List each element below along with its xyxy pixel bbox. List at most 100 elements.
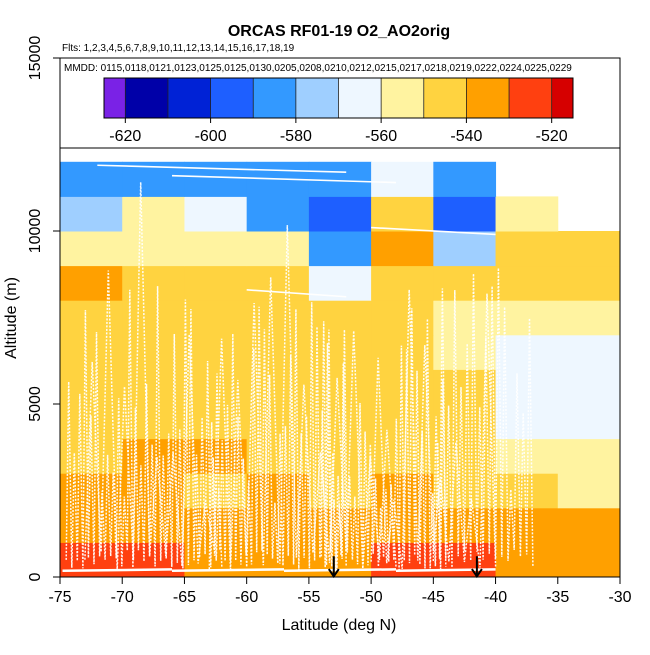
- colorbar-legend: MMDD: 0115,0118,0121,0123,0125,0125,0130…: [59, 57, 621, 149]
- heatmap-cell: [246, 334, 310, 370]
- heatmap-cell: [122, 300, 185, 336]
- colorbar-swatch: [381, 78, 425, 118]
- flights-label: Flts: 1,2,3,4,5,6,7,8,9,10,11,12,13,14,1…: [62, 43, 295, 54]
- flight-track: [370, 289, 497, 569]
- x-tick-label: -60: [235, 589, 258, 606]
- heatmap-cell: [122, 265, 185, 301]
- dates-label: MMDD: 0115,0118,0121,0123,0125,0125,0130…: [64, 63, 572, 74]
- flight-track: [432, 267, 534, 568]
- heatmap-cell: [557, 369, 621, 405]
- heatmap-cell: [184, 334, 248, 370]
- y-tick-label: 5000: [27, 386, 44, 422]
- heatmap-cell: [308, 369, 372, 405]
- x-tick-label: -35: [546, 589, 569, 606]
- heatmap-cell: [246, 265, 310, 301]
- heatmap-cell: [60, 231, 123, 267]
- flight-tracks: [62, 164, 534, 573]
- heatmap-cell: [308, 161, 372, 197]
- heatmap-cell: [495, 404, 559, 440]
- flight-track-level-leg: [371, 226, 496, 236]
- heatmap-cell: [557, 265, 621, 301]
- heatmap-cell: [246, 404, 310, 440]
- x-tick-label: -40: [484, 589, 507, 606]
- heatmap-cell: [557, 507, 621, 543]
- heatmap-cell: [557, 404, 621, 440]
- colorbar-swatch: [104, 78, 126, 118]
- flight-track: [320, 308, 447, 570]
- heatmap-cell: [60, 196, 123, 232]
- colorbar-tick-label: -600: [195, 128, 227, 145]
- flight-track-level-leg: [171, 174, 397, 184]
- colorbar-tick-label: -520: [536, 128, 568, 145]
- colorbar-frame: [103, 77, 574, 119]
- heatmap-cell: [433, 231, 497, 267]
- colorbar-tick-label: -540: [450, 128, 482, 145]
- heatmap-cell: [371, 161, 434, 197]
- colorbar-swatch: [295, 78, 339, 118]
- heatmap-cell: [184, 231, 248, 267]
- heatmap-cell: [246, 300, 310, 336]
- x-tick-label: -65: [173, 589, 196, 606]
- heatmap-cell: [371, 265, 434, 301]
- heatmap-cell: [557, 231, 621, 267]
- arrow-head: [327, 568, 340, 579]
- heatmap-cell: [184, 265, 248, 301]
- x-tick-label: -50: [360, 589, 383, 606]
- colorbar-swatch: [125, 78, 169, 118]
- flight-track: [84, 182, 248, 570]
- heatmap-cell: [308, 300, 372, 336]
- x-axis: -75 -70 -65 -60 -55 -50 -45 -40 -35 -30: [48, 577, 632, 606]
- x-tick-label: -30: [608, 589, 631, 606]
- chart-title: ORCAS RF01-19 O2_AO2orig: [228, 23, 450, 40]
- colorbar-swatch: [167, 78, 212, 118]
- colorbar-swatch: [423, 78, 467, 118]
- colorbar-swatch: [509, 78, 553, 118]
- heatmap-cell: [557, 473, 621, 509]
- heatmap-cell: [122, 231, 185, 267]
- x-tick-label: -55: [297, 589, 320, 606]
- flight-track-low-leg: [283, 568, 397, 573]
- y-tick-label: 10000: [27, 209, 44, 254]
- heatmap-cell: [557, 334, 621, 370]
- arrow-markers: [327, 556, 483, 579]
- x-tick-label: -70: [111, 589, 134, 606]
- x-axis-label: Latitude (deg N): [282, 617, 397, 634]
- flight-track-low-leg: [171, 568, 285, 573]
- x-tick-label: -45: [422, 589, 445, 606]
- colorbar-ticks: -620 -600 -580 -560 -540 -520: [109, 118, 568, 145]
- heatmap-cell: [371, 334, 434, 370]
- flight-track-low-leg: [395, 568, 496, 573]
- colorbar-swatch: [338, 78, 382, 118]
- heatmap-cell: [122, 404, 185, 440]
- heatmap-cell: [495, 438, 559, 474]
- y-axis-label: Altitude (m): [3, 277, 20, 359]
- heatmap-cell: [60, 265, 123, 301]
- plot-frame: [59, 57, 621, 578]
- heatmap-cell: [433, 196, 497, 232]
- heatmap-cell: [184, 300, 248, 336]
- heatmap-cell: [371, 231, 434, 267]
- heatmap-cell: [371, 196, 434, 232]
- heatmap-cell: [308, 334, 372, 370]
- heatmap-cell: [557, 300, 621, 336]
- y-tick-label: 15000: [27, 36, 44, 81]
- flight-track-low-leg: [62, 568, 173, 573]
- heatmap-cell: [60, 300, 123, 336]
- heatmap-cell: [495, 300, 559, 336]
- flight-track: [245, 225, 397, 569]
- heatmap-cell: [246, 196, 310, 232]
- flight-track: [208, 302, 347, 570]
- heatmap-cell: [60, 507, 123, 543]
- heatmap-cell: [184, 161, 248, 197]
- heatmap-cell: [246, 369, 310, 405]
- colorbar-tick-label: -620: [109, 128, 141, 145]
- colorbar-tick-label: -580: [280, 128, 312, 145]
- heatmap-cell: [184, 369, 248, 405]
- heatmap-cell: [122, 542, 185, 578]
- heatmap-cell: [60, 542, 123, 578]
- heatmap-cell: [60, 161, 123, 197]
- heatmap-cell: [371, 300, 434, 336]
- heatmap-cell: [495, 231, 559, 267]
- colorbar-tick-label: -560: [365, 128, 397, 145]
